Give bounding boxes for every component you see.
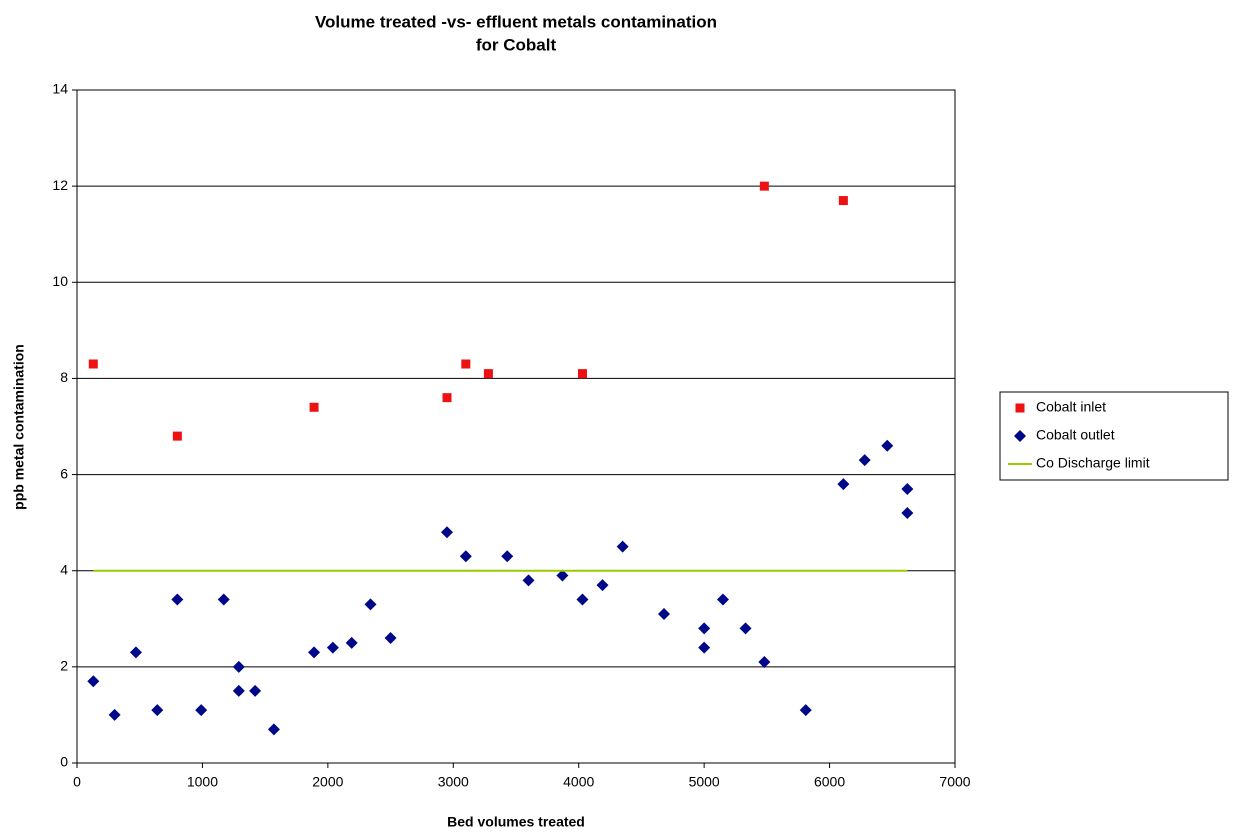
chart-title: Volume treated -vs- effluent metals cont…	[315, 12, 717, 31]
x-tick-label: 4000	[563, 774, 594, 790]
x-tick-label: 0	[73, 774, 81, 790]
legend-label: Co Discharge limit	[1036, 455, 1150, 471]
x-tick-label: 6000	[814, 774, 845, 790]
point	[249, 684, 262, 697]
y-tick-label: 4	[60, 561, 68, 577]
point	[364, 598, 377, 611]
legend-box	[999, 391, 1229, 481]
point	[232, 684, 245, 697]
point	[459, 550, 472, 563]
y-tick-label: 0	[60, 754, 68, 770]
point	[171, 593, 184, 606]
point	[172, 431, 182, 441]
x-axis-label: Bed volumes treated	[447, 814, 585, 830]
point	[87, 675, 100, 688]
point	[232, 660, 245, 673]
point	[858, 454, 871, 467]
point	[195, 704, 208, 717]
point	[577, 369, 587, 379]
legend-label: Cobalt outlet	[1036, 427, 1115, 443]
y-tick-label: 6	[60, 465, 68, 481]
point	[309, 402, 319, 412]
legend-swatch	[1014, 430, 1026, 442]
point	[483, 369, 493, 379]
y-tick-label: 14	[52, 81, 68, 97]
x-tick-label: 1000	[187, 774, 218, 790]
point	[88, 359, 98, 369]
x-tick-label: 7000	[939, 774, 970, 790]
point	[837, 478, 850, 491]
y-axis-label: ppb metal contamination	[11, 344, 27, 510]
point	[345, 636, 358, 649]
x-tick-label: 2000	[312, 774, 343, 790]
point	[838, 196, 848, 206]
point	[758, 656, 771, 669]
x-tick-label: 5000	[689, 774, 720, 790]
point	[698, 641, 711, 654]
y-tick-label: 8	[60, 369, 68, 385]
point	[658, 607, 671, 620]
point	[384, 632, 397, 645]
point	[901, 482, 914, 495]
point	[217, 593, 230, 606]
point	[901, 507, 914, 520]
y-tick-label: 10	[52, 273, 68, 289]
point	[129, 646, 142, 659]
y-tick-label: 2	[60, 658, 68, 674]
point	[698, 622, 711, 635]
plot-frame	[76, 89, 956, 764]
point	[576, 593, 589, 606]
point	[556, 569, 569, 582]
chart-subtitle: for Cobalt	[476, 35, 557, 54]
point	[596, 579, 609, 592]
point	[308, 646, 321, 659]
legend-label: Cobalt inlet	[1036, 399, 1106, 415]
point	[326, 641, 339, 654]
point	[881, 439, 894, 452]
point	[799, 704, 812, 717]
y-tick-label: 12	[52, 177, 68, 193]
point	[522, 574, 535, 587]
point	[739, 622, 752, 635]
point	[759, 181, 769, 191]
point	[501, 550, 514, 563]
point	[267, 723, 280, 736]
point	[616, 540, 629, 553]
point	[461, 359, 471, 369]
x-tick-label: 3000	[438, 774, 469, 790]
legend-swatch	[1015, 403, 1025, 413]
point	[442, 393, 452, 403]
point	[108, 708, 121, 721]
point	[716, 593, 729, 606]
point	[441, 526, 454, 539]
point	[151, 704, 164, 717]
